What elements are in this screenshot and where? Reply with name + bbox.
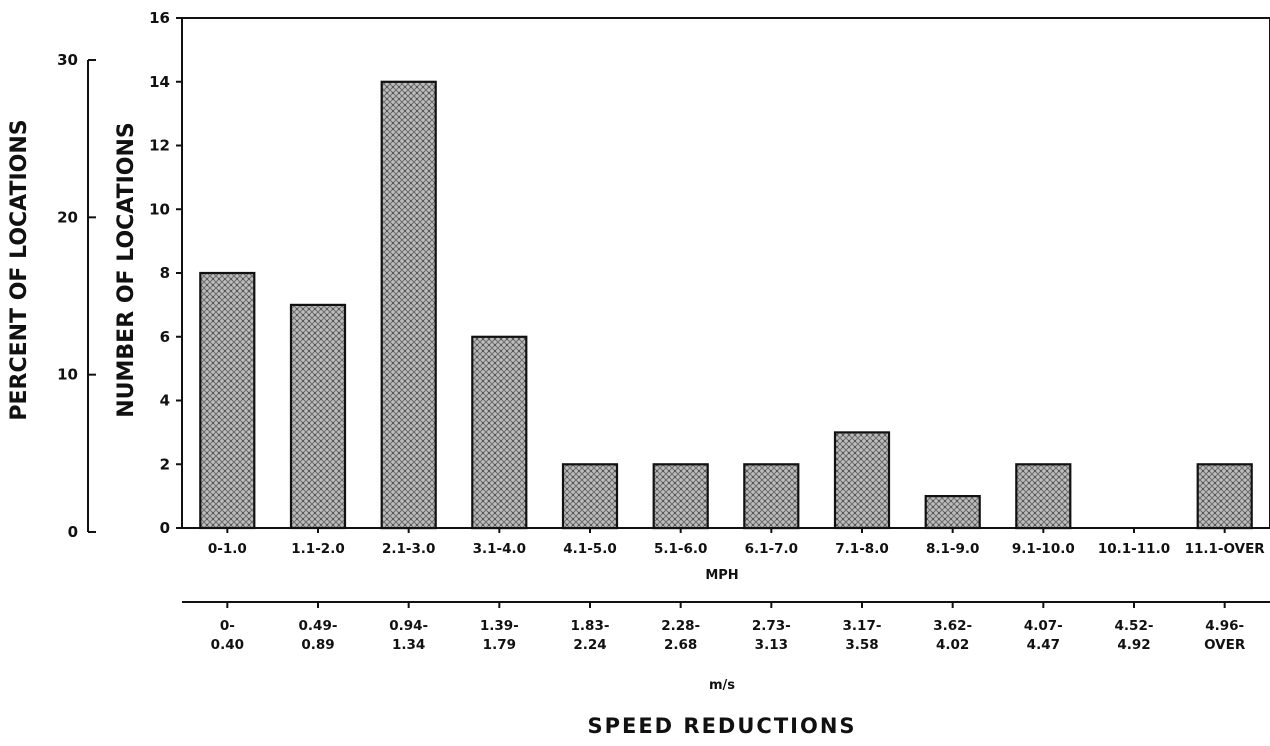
number-axis-tick-label: 2 bbox=[160, 455, 170, 473]
mph-category-label: 3.1-4.0 bbox=[473, 541, 526, 557]
ms-category-label: 4.52- bbox=[1115, 618, 1154, 634]
ms-category-label: 2.28- bbox=[661, 618, 700, 634]
ms-category-label: 4.92 bbox=[1117, 637, 1150, 653]
number-axis-tick-label: 4 bbox=[160, 392, 170, 410]
mph-category-label: 10.1-11.0 bbox=[1098, 541, 1170, 557]
number-axis-tick-label: 14 bbox=[149, 73, 170, 91]
mph-category-label: 11.1-OVER bbox=[1185, 541, 1266, 557]
ms-category-label: 3.17- bbox=[843, 618, 882, 634]
number-axis-tick-label: 10 bbox=[149, 200, 170, 218]
ms-category-label: 4.47 bbox=[1027, 637, 1060, 653]
mph-category-label: 5.1-6.0 bbox=[654, 541, 707, 557]
ms-category-label: 3.62- bbox=[933, 618, 972, 634]
bar-11.1-OVER bbox=[1196, 463, 1253, 530]
bar-7.1-8.0 bbox=[833, 431, 891, 530]
ms-category-label: 4.07- bbox=[1024, 618, 1063, 634]
ms-category-label: 1.79 bbox=[483, 637, 516, 653]
ms-category-label: 0- bbox=[220, 618, 235, 634]
bar-3.1-4.0 bbox=[471, 335, 528, 530]
number-axis-tick-label: 8 bbox=[160, 264, 170, 282]
ms-category-label: 3.13 bbox=[755, 637, 788, 653]
ms-category-label: 3.58 bbox=[845, 637, 878, 653]
mph-category-label: 1.1-2.0 bbox=[291, 541, 344, 557]
percent-axis-tick-label: 0 bbox=[68, 523, 78, 541]
mph-axis-title: MPH bbox=[705, 568, 738, 583]
mph-category-label: 6.1-7.0 bbox=[745, 541, 798, 557]
mph-category-label: 0-1.0 bbox=[208, 541, 247, 557]
ms-axis-title: m/s bbox=[709, 678, 735, 693]
percent-axis-tick-label: 10 bbox=[57, 366, 78, 384]
bar-6.1-7.0 bbox=[743, 463, 800, 530]
mph-category-label: 9.1-10.0 bbox=[1012, 541, 1075, 557]
mph-category-label: 4.1-5.0 bbox=[563, 541, 616, 557]
mph-category-label: 8.1-9.0 bbox=[926, 541, 979, 557]
number-axis-tick-label: 0 bbox=[160, 519, 170, 537]
mph-category-labels: 0-1.0 1.1-2.0 2.1-3.0 3.1-4.0 4.1-5.0 5.1-6.0… bbox=[208, 528, 1265, 557]
mph-category-label: 2.1-3.0 bbox=[382, 541, 435, 557]
bars-group bbox=[199, 80, 1253, 530]
ms-category-label: 0.40 bbox=[211, 637, 244, 653]
ms-category-label: 0.94- bbox=[389, 618, 428, 634]
ms-category-label: 1.39- bbox=[480, 618, 519, 634]
bar-4.1-5.0 bbox=[561, 463, 619, 530]
bar-1.1-2.0 bbox=[289, 303, 347, 530]
bar-8.1-9.0 bbox=[924, 495, 981, 530]
percent-axis-title: PERCENT OF LOCATIONS bbox=[7, 119, 32, 420]
ms-category-label: 1.34 bbox=[392, 637, 425, 653]
number-axis-tick-label: 6 bbox=[160, 328, 170, 346]
mph-category-label: 7.1-8.0 bbox=[835, 541, 888, 557]
ms-category-labels: 0- 0.40 0.49- 0.89 0.94- 1.34 1.39- 1.79 1.83- 2.… bbox=[211, 602, 1246, 653]
percent-axis-tick-label: 30 bbox=[57, 51, 78, 69]
chart-title: SPEED REDUCTIONS bbox=[587, 714, 856, 738]
ms-category-label: 2.24 bbox=[573, 637, 606, 653]
number-axis-title: NUMBER OF LOCATIONS bbox=[114, 122, 139, 418]
number-axis-ticks: 0 2 4 6 8 10 12 14 16 bbox=[149, 9, 182, 537]
percent-axis-ticks: 0 10 20 30 bbox=[57, 51, 96, 541]
ms-category-label: 4.02 bbox=[936, 637, 969, 653]
bar-0-1.0 bbox=[199, 271, 256, 530]
bar-5.1-6.0 bbox=[652, 463, 709, 530]
number-axis-tick-label: 12 bbox=[149, 137, 170, 155]
ms-category-label: 2.73- bbox=[752, 618, 791, 634]
ms-category-label: 2.68 bbox=[664, 637, 697, 653]
ms-category-label: 0.49- bbox=[299, 618, 338, 634]
ms-category-label: 4.96- bbox=[1205, 618, 1244, 634]
bar-9.1-10.0 bbox=[1015, 463, 1072, 530]
bar-2.1-3.0 bbox=[380, 80, 437, 530]
ms-category-label: 1.83- bbox=[571, 618, 610, 634]
percent-axis-tick-label: 20 bbox=[57, 208, 78, 226]
number-axis-tick-label: 16 bbox=[149, 9, 170, 27]
ms-category-label: OVER bbox=[1204, 637, 1246, 653]
ms-category-label: 0.89 bbox=[301, 637, 334, 653]
